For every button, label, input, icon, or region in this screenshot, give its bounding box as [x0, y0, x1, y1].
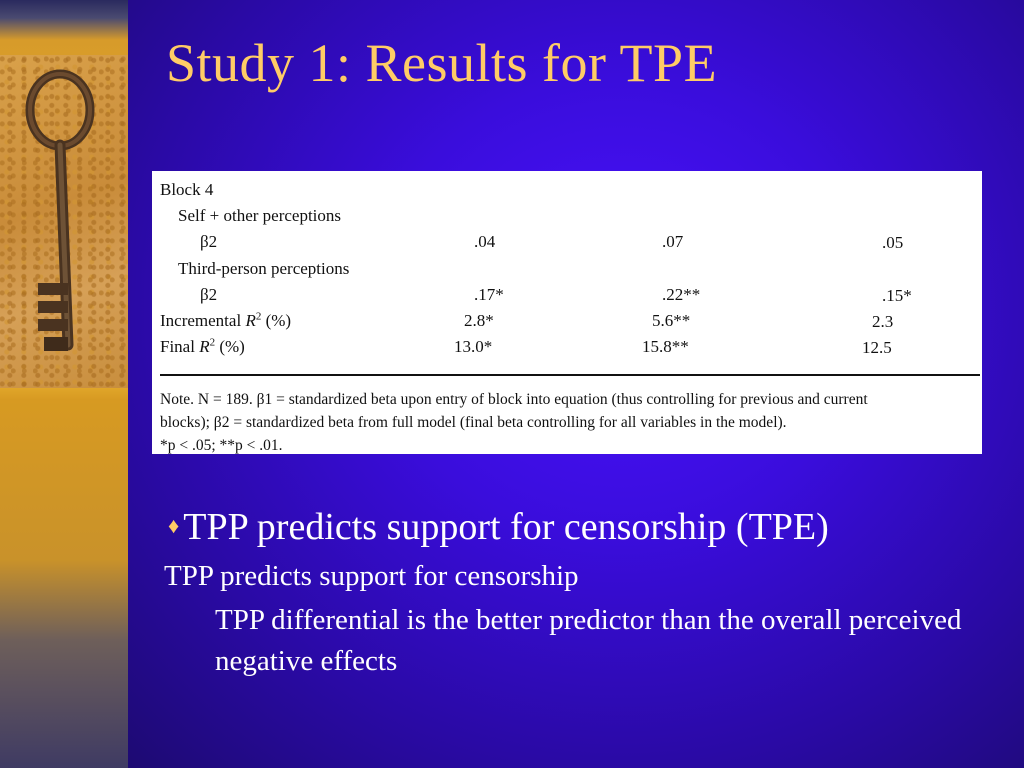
row-label-self-other: Self + other perceptions — [178, 206, 342, 225]
r-symbol: R — [245, 311, 256, 330]
row-label-beta2: β2 — [200, 285, 218, 304]
row-label-text: Final — [160, 337, 195, 356]
table-cell: 12.5 — [862, 338, 892, 357]
row-label-beta2: β2 — [200, 232, 218, 251]
left-decorative-strip — [0, 0, 128, 768]
note-line: *p < .05; **p < .01. — [160, 437, 283, 454]
slide-content: Study 1: Results for TPE Block 4 Self + … — [128, 0, 1024, 768]
key-photo — [0, 55, 128, 388]
table-rule — [160, 374, 980, 376]
table-cell: .07 — [662, 232, 684, 251]
main-bullet: ♦ TPP predicts support for censorship (TP… — [168, 505, 829, 549]
sub-bullet-2: TPP differential is the better predictor… — [215, 604, 962, 677]
table-cell: 2.8* — [464, 311, 494, 330]
key-icon — [25, 69, 95, 351]
row-label-tail: (%) — [215, 337, 245, 356]
table-cell: .04 — [474, 232, 496, 251]
results-table: Block 4 Self + other perceptions β2 .04 … — [152, 171, 982, 454]
table-cell: .05 — [882, 233, 904, 252]
row-label-text: Incremental — [160, 311, 242, 330]
slide-title: Study 1: Results for TPE — [166, 33, 718, 93]
note-line: blocks); β2 = standardized beta from ful… — [160, 414, 787, 431]
table-note: Note. N = 189. β1 = standardized beta up… — [160, 388, 978, 457]
superscript: 2 — [255, 310, 262, 323]
table-cell: 2.3 — [872, 312, 894, 331]
block-label: Block 4 — [160, 180, 214, 199]
row-label-third-person: Third-person perceptions — [178, 259, 350, 278]
table-cell: .17* — [474, 285, 504, 304]
row-label-tail: (%) — [261, 311, 292, 330]
table-cell: 5.6** — [652, 311, 691, 330]
sub-bullet-1: TPP predicts support for censorship — [164, 560, 579, 592]
r-symbol: R — [199, 337, 210, 356]
row-label-final: Final R2 (%) — [160, 337, 245, 357]
superscript: 2 — [209, 336, 216, 349]
main-bullet-text: TPP predicts support for censorship (TPE… — [183, 506, 829, 548]
table-cell: 15.8** — [642, 337, 689, 356]
table-cell: .22** — [662, 285, 701, 304]
row-label-incremental: Incremental R2 (%) — [160, 311, 291, 331]
table-cell: 13.0* — [454, 337, 493, 356]
table-cell: .15* — [882, 286, 912, 305]
diamond-bullet-icon: ♦ — [168, 513, 180, 538]
note-line: Note. N = 189. β1 = standardized beta up… — [160, 391, 868, 408]
